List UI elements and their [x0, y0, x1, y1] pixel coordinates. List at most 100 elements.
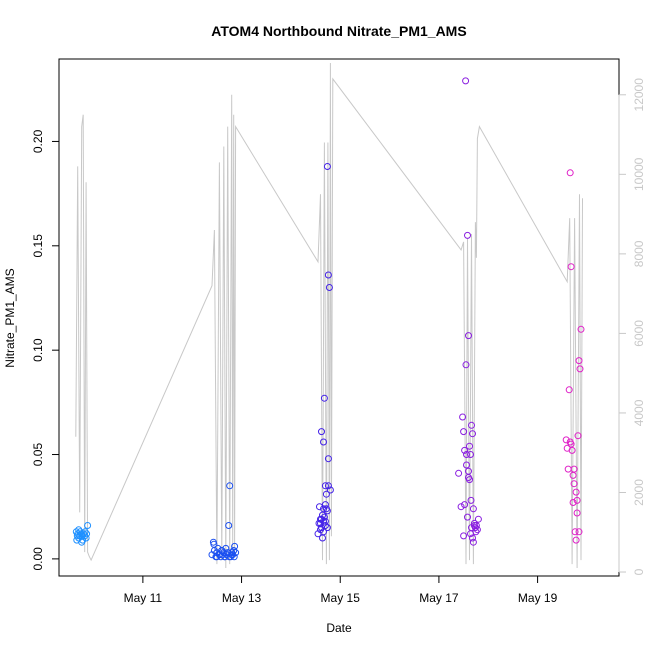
- data-point: [464, 513, 471, 521]
- data-point: [226, 482, 234, 490]
- data-point: [576, 365, 584, 373]
- data-point: [461, 501, 469, 509]
- data-point: [460, 428, 468, 436]
- x-tick-label: May 17: [419, 591, 459, 605]
- data-point: [210, 540, 218, 548]
- data-point: [572, 536, 580, 544]
- data-point: [575, 357, 583, 365]
- data-point: [78, 538, 86, 546]
- y-tick-label: 0.00: [31, 547, 45, 571]
- data-point: [562, 436, 570, 444]
- data-point: [572, 488, 580, 496]
- data-point: [324, 455, 332, 463]
- x-tick-label: May 19: [518, 591, 558, 605]
- data-point: [570, 480, 578, 488]
- y-tick-label: 0.05: [31, 443, 45, 467]
- data-point: [577, 325, 585, 333]
- data-point: [468, 421, 475, 429]
- secondary-y-tick-label: 8000: [632, 240, 646, 267]
- data-point: [567, 440, 575, 448]
- data-point: [318, 428, 325, 436]
- data-point: [318, 515, 325, 523]
- secondary-y-tick-label: 2000: [632, 479, 646, 506]
- data-point: [564, 465, 572, 473]
- x-tick-label: May 11: [124, 591, 163, 605]
- data-point: [566, 169, 574, 177]
- data-point: [463, 451, 470, 458]
- data-point: [323, 163, 331, 170]
- data-point: [317, 519, 324, 527]
- data-point: [466, 476, 473, 484]
- data-point: [565, 386, 573, 394]
- data-point: [464, 231, 471, 239]
- x-axis-label: Date: [326, 621, 352, 635]
- data-point: [324, 482, 332, 490]
- secondary-y-tick-label: 10000: [632, 157, 646, 191]
- data-point: [230, 553, 238, 561]
- data-point: [232, 549, 240, 557]
- data-point: [214, 544, 222, 552]
- secondary-y-tick-label: 6000: [632, 320, 646, 347]
- data-point: [218, 547, 226, 554]
- data-point: [462, 77, 470, 85]
- data-point: [469, 534, 476, 542]
- data-point: [573, 496, 581, 504]
- data-point: [225, 522, 233, 529]
- data-point: [465, 332, 472, 340]
- data-point: [84, 522, 92, 529]
- data-point: [473, 526, 481, 534]
- altitude-line: [75, 62, 583, 569]
- data-point: [322, 490, 330, 498]
- y-axis: 0.00 0.05 0.10 0.15 0.20: [31, 129, 60, 571]
- points-layer: [72, 77, 585, 561]
- y-tick-label: 0.15: [31, 234, 45, 258]
- data-point: [320, 394, 328, 402]
- data-point: [460, 532, 468, 540]
- y-tick-label: 0.10: [31, 338, 45, 362]
- data-point: [462, 361, 470, 369]
- data-point: [575, 528, 583, 536]
- data-point: [469, 505, 477, 513]
- chart-title: ATOM4 Northbound Nitrate_PM1_AMS: [211, 23, 466, 39]
- data-point: [326, 486, 334, 494]
- data-point: [459, 413, 467, 421]
- data-point: [323, 507, 331, 515]
- data-point: [323, 524, 331, 532]
- secondary-y-axis: 0 2000 4000 6000 8000 10000 12000: [618, 78, 646, 575]
- x-tick-label: May 13: [222, 591, 262, 605]
- data-point: [83, 530, 91, 538]
- data-point: [457, 503, 465, 511]
- data-point: [325, 284, 333, 291]
- data-point: [324, 271, 332, 279]
- data-point: [321, 482, 329, 490]
- data-point: [463, 461, 470, 469]
- data-point: [221, 553, 229, 561]
- data-point: [455, 469, 463, 477]
- data-point: [461, 446, 469, 454]
- data-point: [469, 430, 476, 438]
- data-point: [316, 503, 323, 511]
- data-point: [320, 505, 327, 513]
- data-point: [570, 465, 578, 473]
- data-point: [467, 451, 474, 458]
- data-point: [320, 438, 327, 446]
- data-point: [465, 467, 472, 475]
- data-point: [474, 515, 482, 523]
- data-point: [82, 534, 90, 542]
- data-point: [321, 501, 329, 509]
- altitude-layer: [75, 62, 583, 569]
- y-tick-label: 0.20: [31, 129, 45, 153]
- data-point: [569, 499, 577, 506]
- secondary-y-tick-label: 4000: [632, 399, 646, 426]
- data-point: [571, 528, 579, 536]
- x-axis: May 11 May 13 May 15 May 17 May 19: [124, 575, 558, 605]
- data-point: [469, 538, 477, 546]
- data-point: [75, 526, 83, 534]
- data-point: [567, 263, 575, 271]
- x-tick-label: May 15: [321, 591, 361, 605]
- secondary-y-tick-label: 12000: [632, 78, 646, 112]
- plot-box: [58, 58, 620, 577]
- data-point: [466, 442, 473, 450]
- data-point: [573, 509, 581, 517]
